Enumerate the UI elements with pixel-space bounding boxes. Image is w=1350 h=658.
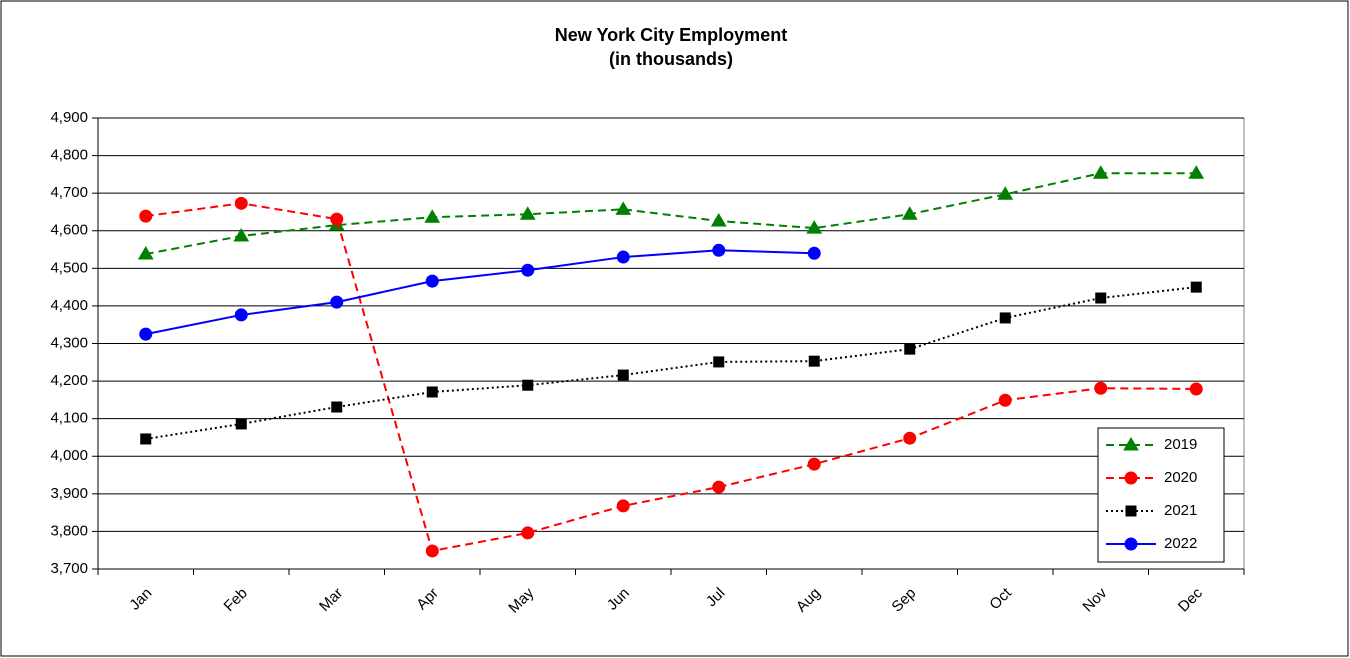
- data-point: [807, 246, 821, 260]
- data-point: [712, 480, 726, 494]
- data-point: [137, 246, 154, 260]
- y-tick-label: 4,600: [50, 222, 88, 239]
- y-tick-label: 4,100: [50, 410, 88, 427]
- data-point: [522, 379, 534, 391]
- data-point: [1188, 165, 1205, 179]
- legend-marker: [1123, 437, 1139, 451]
- data-point: [234, 308, 248, 322]
- legend-label: 2019: [1164, 436, 1197, 453]
- data-point: [901, 206, 918, 220]
- legend-marker: [1125, 505, 1137, 517]
- data-point: [615, 201, 632, 215]
- chart-title: New York City Employment: [555, 25, 787, 45]
- data-point: [424, 209, 441, 223]
- data-point: [616, 499, 630, 513]
- data-point: [904, 343, 916, 355]
- data-point: [139, 209, 153, 223]
- data-point: [234, 196, 248, 210]
- data-point: [710, 212, 727, 227]
- data-point: [139, 327, 153, 341]
- data-point: [1095, 292, 1107, 304]
- legend-box: [1097, 427, 1225, 563]
- data-point: [233, 228, 250, 242]
- data-point: [425, 544, 439, 558]
- chart-subtitle: (in thousands): [609, 49, 733, 69]
- y-tick-label: 4,700: [50, 184, 88, 201]
- data-point: [616, 250, 630, 264]
- legend-label: 2021: [1164, 502, 1197, 519]
- series-line: [145, 286, 1197, 440]
- legend-label: 2022: [1164, 535, 1197, 552]
- data-point: [1092, 165, 1109, 179]
- y-tick-label: 4,200: [50, 372, 88, 389]
- y-tick-label: 4,500: [50, 259, 88, 276]
- y-tick-label: 4,400: [50, 297, 88, 314]
- y-tick-label: 4,000: [50, 447, 88, 464]
- data-point: [1189, 382, 1203, 396]
- data-point: [998, 393, 1012, 407]
- data-point: [806, 220, 823, 234]
- data-point: [808, 355, 820, 367]
- data-point: [426, 386, 438, 398]
- data-point: [425, 274, 439, 288]
- data-point: [521, 263, 535, 277]
- legend-marker: [1124, 471, 1138, 485]
- y-tick-label: 4,800: [50, 147, 88, 164]
- data-point: [807, 457, 821, 471]
- data-point: [1094, 381, 1108, 395]
- data-point: [903, 431, 917, 445]
- data-point: [1190, 281, 1202, 293]
- legend-label: 2020: [1164, 469, 1197, 486]
- y-tick-label: 4,900: [50, 109, 88, 126]
- data-point: [713, 356, 725, 368]
- data-point: [712, 243, 726, 257]
- data-point: [997, 186, 1014, 200]
- data-point: [331, 401, 343, 413]
- data-point: [999, 312, 1011, 324]
- data-point: [235, 418, 247, 430]
- data-point: [140, 433, 152, 445]
- data-point: [330, 212, 344, 226]
- series-line: [145, 202, 1197, 553]
- series-line: [145, 249, 815, 336]
- y-tick-label: 3,800: [50, 522, 88, 539]
- data-point: [519, 206, 536, 220]
- y-tick-label: 3,900: [50, 485, 88, 502]
- data-point: [330, 295, 344, 309]
- y-tick-label: 4,300: [50, 334, 88, 351]
- data-point: [617, 369, 629, 381]
- data-point: [521, 526, 535, 540]
- legend-marker: [1124, 537, 1138, 551]
- y-tick-label: 3,700: [50, 560, 88, 577]
